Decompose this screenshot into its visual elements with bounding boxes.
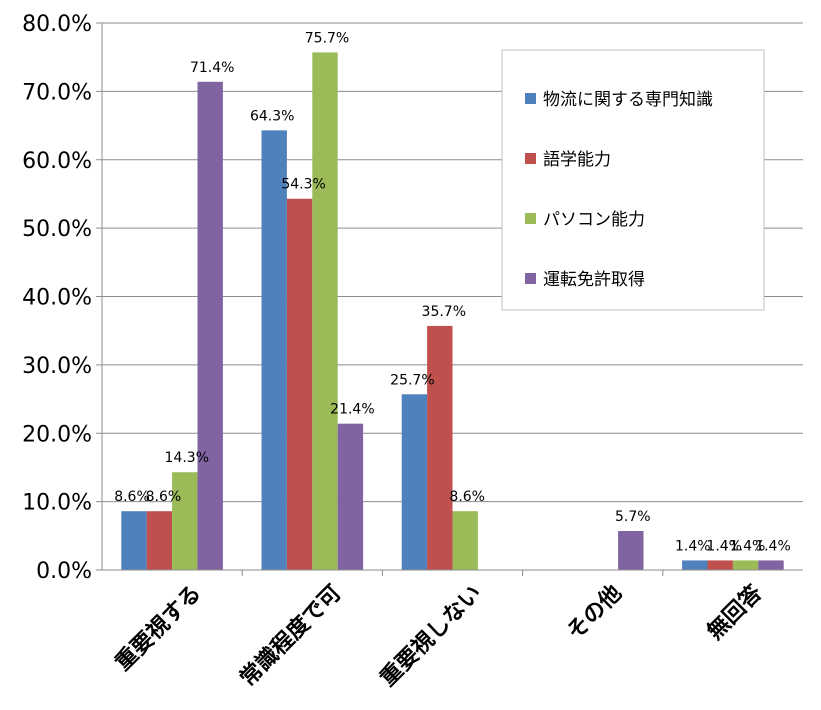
y-tick-label: 10.0% <box>22 491 92 516</box>
bar <box>452 511 478 570</box>
data-label: 25.7% <box>390 372 434 388</box>
bar <box>121 511 147 570</box>
y-tick-label: 40.0% <box>22 286 92 311</box>
bar <box>682 560 708 570</box>
bar <box>618 531 644 570</box>
y-tick-label: 30.0% <box>22 354 92 379</box>
data-label: 5.7% <box>615 509 651 525</box>
legend-swatch <box>525 93 536 104</box>
data-label: 54.3% <box>281 177 325 193</box>
bar <box>286 198 313 570</box>
axes <box>96 22 803 576</box>
bar <box>707 560 733 570</box>
data-label: 71.4% <box>190 60 234 76</box>
y-tick-label: 60.0% <box>22 149 92 174</box>
legend-label: 語学能力 <box>543 150 611 170</box>
legend-label: 運転免許取得 <box>543 270 645 290</box>
y-tick-label: 50.0% <box>22 217 92 242</box>
data-label: 21.4% <box>330 402 374 418</box>
y-tick-label: 0.0% <box>36 559 92 584</box>
bar <box>427 325 453 570</box>
y-axis-ticks: 0.0% 10.0% 20.0% 30.0% 40.0% 50.0% 60.0% 70.0% 8… <box>22 12 92 584</box>
bar <box>146 511 173 570</box>
bar <box>401 394 428 570</box>
legend-label: パソコン能力 <box>543 210 645 230</box>
bar <box>172 472 198 570</box>
data-label: 14.3% <box>165 450 209 466</box>
x-tick-label: 無回答 <box>702 579 768 645</box>
legend-swatch <box>525 213 536 224</box>
x-tick-label: 常識程度で可 <box>235 580 347 692</box>
y-tick-label: 20.0% <box>22 422 92 447</box>
data-label: 64.3% <box>250 108 294 124</box>
x-axis-ticks: 重要視する 常識程度で可 重要視しない その他 無回答 <box>111 579 768 691</box>
data-label: 35.7% <box>422 304 466 320</box>
bar <box>337 423 364 570</box>
data-label: 8.6% <box>146 489 182 505</box>
data-label: 1.4% <box>730 538 766 554</box>
bar <box>312 52 338 571</box>
bar <box>758 560 784 570</box>
data-label: 8.6% <box>114 489 150 505</box>
legend-swatch <box>525 153 536 164</box>
y-tick-label: 80.0% <box>22 12 92 37</box>
bar <box>732 560 759 570</box>
legend-box <box>501 49 765 311</box>
bars <box>121 52 784 571</box>
x-tick-label: 重要視しない <box>376 581 487 692</box>
data-label: 8.6% <box>449 489 485 505</box>
legend-swatch <box>525 273 536 284</box>
data-labels: 8.6%8.6%14.3%71.4%64.3%54.3%75.7%21.4%25… <box>114 30 791 554</box>
x-tick-label: 重要視する <box>111 581 206 676</box>
data-label: 1.4% <box>755 538 791 554</box>
bar <box>197 81 223 571</box>
legend-label: 物流に関する専門知識 <box>543 90 713 110</box>
data-label: 1.4% <box>675 538 711 554</box>
y-tick-label: 70.0% <box>22 80 92 105</box>
data-label: 1.4% <box>706 538 742 554</box>
bar <box>261 130 287 570</box>
data-label: 75.7% <box>305 30 349 46</box>
x-tick-label: その他 <box>563 581 627 645</box>
